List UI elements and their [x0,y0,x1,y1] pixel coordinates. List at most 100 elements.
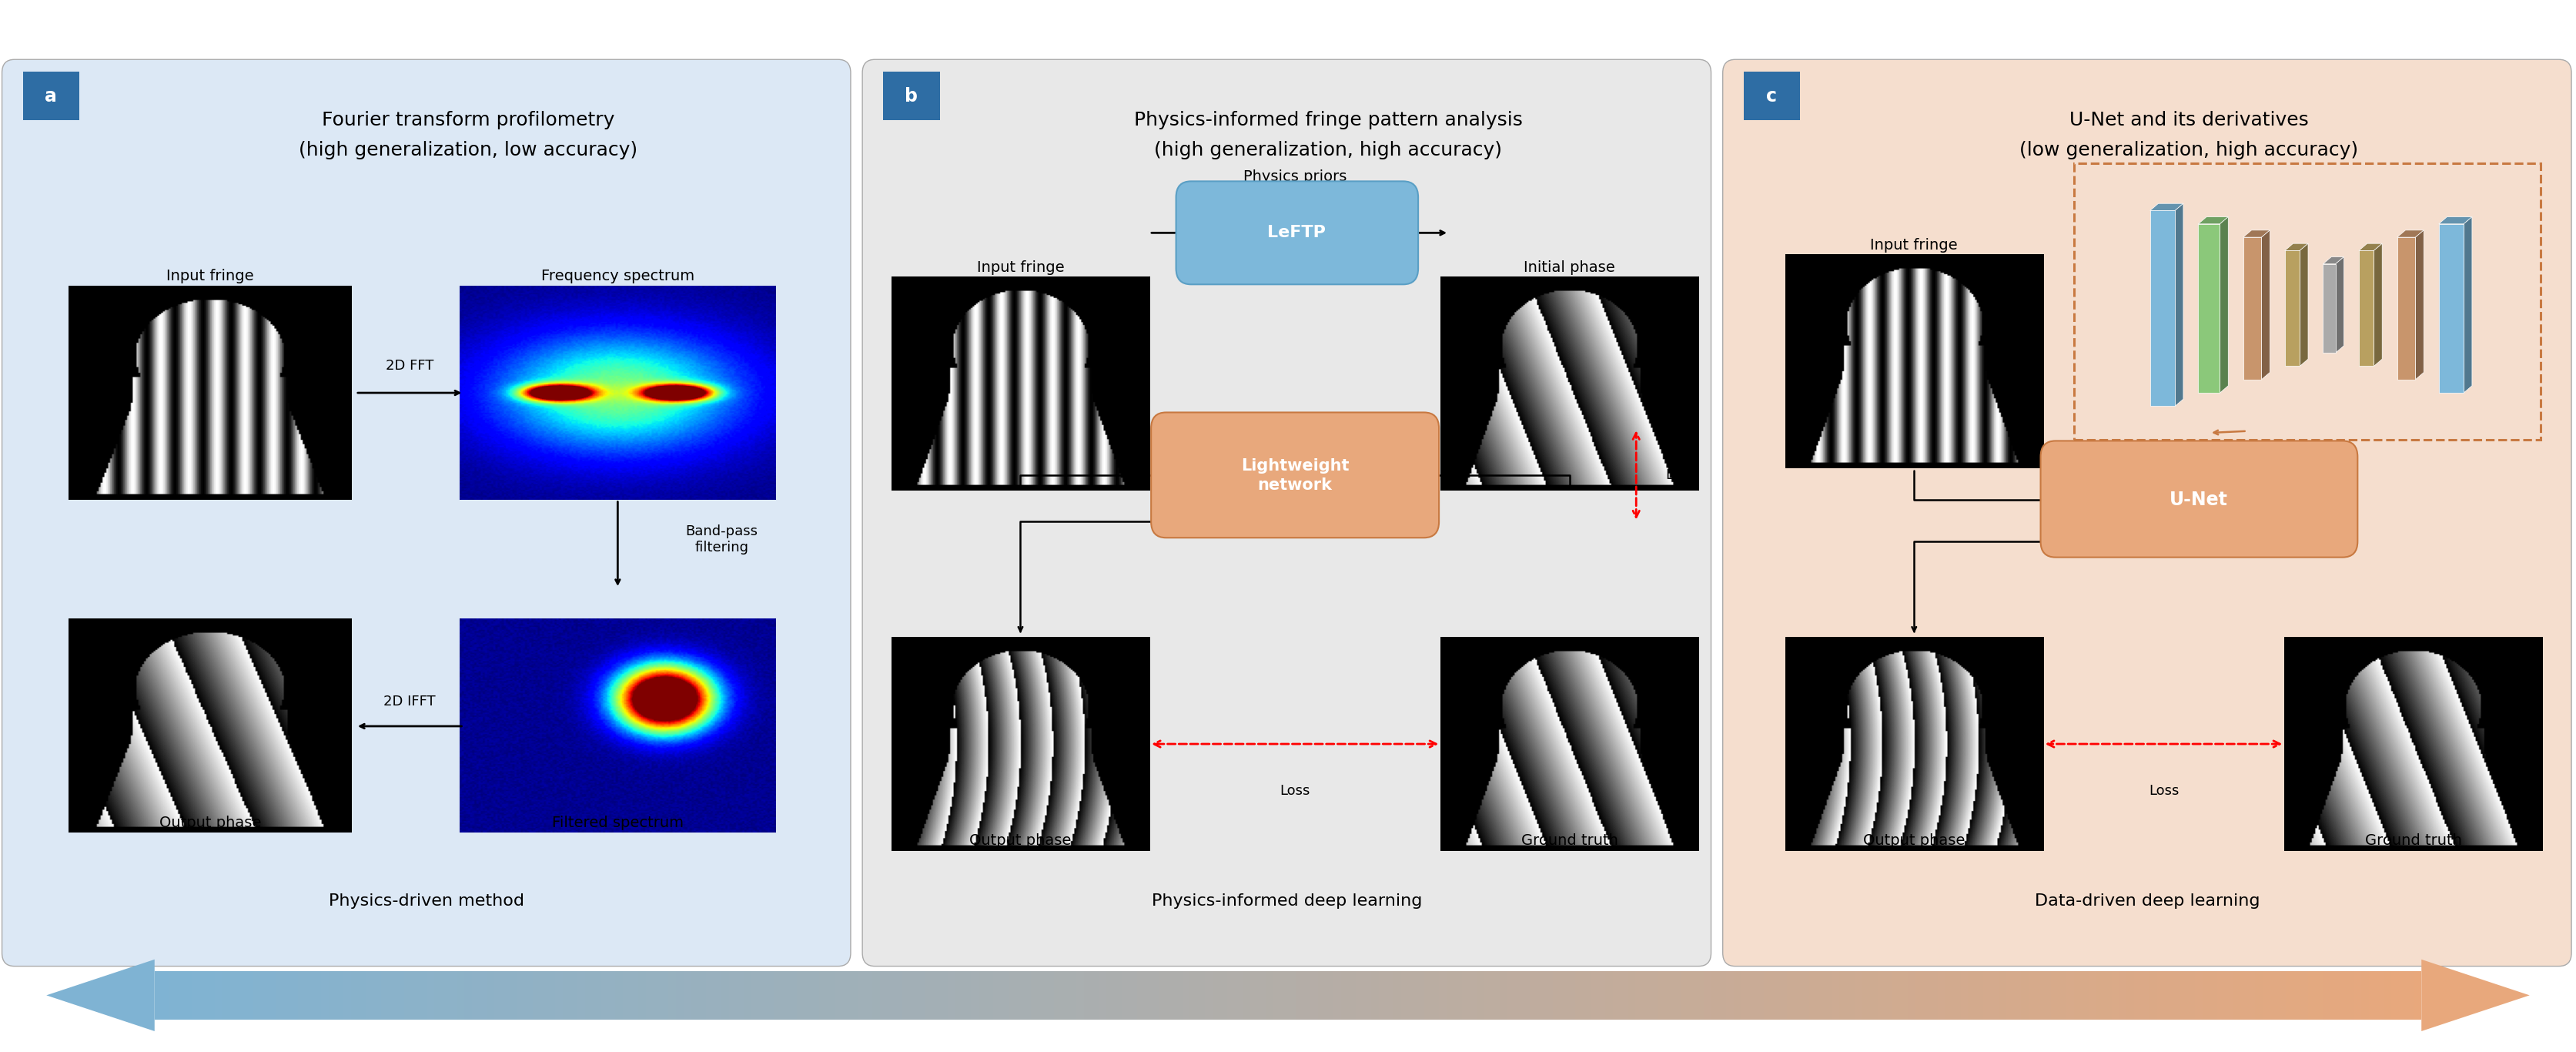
Polygon shape [1151,971,1159,1019]
Polygon shape [2179,971,2187,1019]
Polygon shape [1870,971,1878,1019]
Polygon shape [1765,971,1772,1019]
Polygon shape [343,971,350,1019]
Polygon shape [2105,971,2112,1019]
Polygon shape [366,971,374,1019]
Polygon shape [940,971,948,1019]
Polygon shape [1484,971,1492,1019]
Bar [2244,238,2262,380]
Polygon shape [1128,971,1136,1019]
Polygon shape [2058,971,2066,1019]
Polygon shape [1718,971,1726,1019]
Polygon shape [1832,971,1839,1019]
Polygon shape [796,971,804,1019]
Polygon shape [1007,971,1015,1019]
Text: (low generalization, high accuracy): (low generalization, high accuracy) [2020,141,2357,160]
Polygon shape [714,971,721,1019]
Polygon shape [675,971,683,1019]
FancyBboxPatch shape [884,72,940,120]
Bar [459,620,775,833]
Polygon shape [2331,971,2339,1019]
Polygon shape [2375,243,2383,366]
Polygon shape [2120,971,2128,1019]
Polygon shape [502,971,510,1019]
Polygon shape [435,971,440,1019]
Polygon shape [1319,971,1327,1019]
Text: Output phase: Output phase [969,833,1072,848]
Polygon shape [178,971,185,1019]
Text: U-Net and its derivatives: U-Net and its derivatives [2069,110,2308,129]
Polygon shape [775,971,781,1019]
Polygon shape [1198,971,1206,1019]
Polygon shape [1378,971,1386,1019]
Polygon shape [585,971,592,1019]
Polygon shape [850,971,858,1019]
Polygon shape [201,971,209,1019]
Polygon shape [608,971,616,1019]
Polygon shape [1914,971,1922,1019]
Bar [2151,210,2174,406]
Polygon shape [495,971,502,1019]
Polygon shape [562,971,569,1019]
Polygon shape [420,971,428,1019]
Polygon shape [2360,243,2383,250]
Polygon shape [374,971,381,1019]
Polygon shape [2241,971,2249,1019]
Text: Frequency spectrum: Frequency spectrum [541,269,696,283]
Polygon shape [448,971,456,1019]
Polygon shape [222,971,229,1019]
Bar [2197,224,2221,392]
Polygon shape [835,971,842,1019]
Polygon shape [2285,243,2308,250]
Polygon shape [2414,971,2421,1019]
Polygon shape [2277,971,2285,1019]
Polygon shape [1538,971,1546,1019]
Polygon shape [1636,971,1643,1019]
Polygon shape [1455,971,1461,1019]
Bar [459,286,775,500]
Polygon shape [744,971,752,1019]
Polygon shape [46,959,155,1031]
Polygon shape [768,971,775,1019]
Polygon shape [690,971,698,1019]
Polygon shape [1167,971,1175,1019]
Polygon shape [1710,971,1718,1019]
Bar [2398,238,2416,380]
Polygon shape [1816,971,1824,1019]
Polygon shape [752,971,760,1019]
Polygon shape [2421,959,2530,1031]
Polygon shape [510,971,518,1019]
Polygon shape [2324,257,2344,264]
Polygon shape [1734,971,1741,1019]
Polygon shape [1492,971,1499,1019]
Polygon shape [1780,971,1788,1019]
Polygon shape [902,971,909,1019]
Text: Physics-informed deep learning: Physics-informed deep learning [1151,893,1422,909]
Polygon shape [1115,971,1121,1019]
Polygon shape [1046,971,1054,1019]
Polygon shape [1605,971,1613,1019]
Polygon shape [2022,971,2027,1019]
FancyBboxPatch shape [1723,60,2571,966]
Text: Physics-driven method: Physics-driven method [330,893,523,909]
Polygon shape [1448,971,1455,1019]
Polygon shape [428,971,435,1019]
Polygon shape [1296,971,1303,1019]
Polygon shape [2285,971,2293,1019]
Polygon shape [2233,971,2241,1019]
Polygon shape [1417,971,1425,1019]
Polygon shape [1002,971,1007,1019]
Bar [1440,278,1698,490]
Bar [891,638,1149,851]
Polygon shape [1461,971,1468,1019]
Polygon shape [933,971,940,1019]
FancyBboxPatch shape [1177,181,1419,284]
Polygon shape [2221,217,2228,392]
Polygon shape [245,971,252,1019]
Polygon shape [1476,971,1484,1019]
Polygon shape [291,971,299,1019]
Polygon shape [683,971,690,1019]
Text: a: a [44,86,57,105]
Polygon shape [1901,971,1909,1019]
Polygon shape [1206,971,1213,1019]
